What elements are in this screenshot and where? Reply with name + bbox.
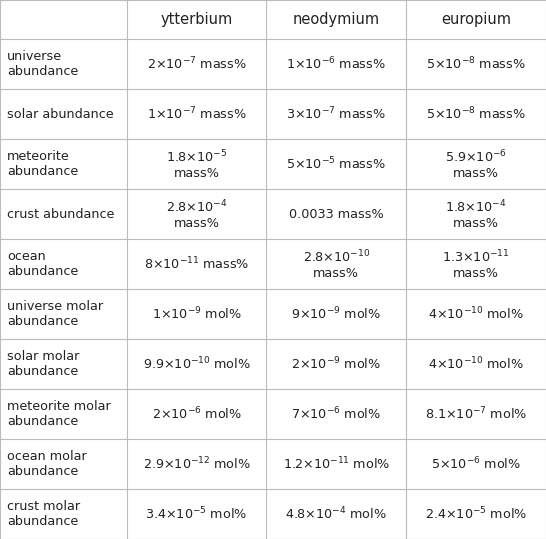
Text: 7×10$^{-6}$ mol%: 7×10$^{-6}$ mol% <box>292 406 381 423</box>
Text: 2.9×10$^{-12}$ mol%: 2.9×10$^{-12}$ mol% <box>143 456 251 472</box>
Text: 2×10$^{-7}$ mass%: 2×10$^{-7}$ mass% <box>147 56 246 73</box>
Text: 8×10$^{-11}$ mass%: 8×10$^{-11}$ mass% <box>144 256 250 273</box>
Text: 3.4×10$^{-5}$ mol%: 3.4×10$^{-5}$ mol% <box>145 506 248 522</box>
Text: ocean
abundance: ocean abundance <box>7 250 78 278</box>
Text: 5×10$^{-8}$ mass%: 5×10$^{-8}$ mass% <box>426 56 526 73</box>
Text: 5.9×10$^{-6}$
mass%: 5.9×10$^{-6}$ mass% <box>445 148 507 180</box>
Text: 1.2×10$^{-11}$ mol%: 1.2×10$^{-11}$ mol% <box>283 456 390 472</box>
Text: 1.8×10$^{-5}$
mass%: 1.8×10$^{-5}$ mass% <box>166 148 227 180</box>
Text: solar abundance: solar abundance <box>7 108 114 121</box>
Text: 4×10$^{-10}$ mol%: 4×10$^{-10}$ mol% <box>428 356 524 372</box>
Text: 2.8×10$^{-4}$
mass%: 2.8×10$^{-4}$ mass% <box>166 198 227 230</box>
Text: universe
abundance: universe abundance <box>7 50 78 78</box>
Text: 2.8×10$^{-10}$
mass%: 2.8×10$^{-10}$ mass% <box>302 248 370 280</box>
Text: ocean molar
abundance: ocean molar abundance <box>7 450 87 478</box>
Text: 0.0033 mass%: 0.0033 mass% <box>289 208 384 221</box>
Text: 1.3×10$^{-11}$
mass%: 1.3×10$^{-11}$ mass% <box>442 248 510 280</box>
Text: 2×10$^{-9}$ mol%: 2×10$^{-9}$ mol% <box>292 356 381 372</box>
Text: universe molar
abundance: universe molar abundance <box>7 300 103 328</box>
Text: ytterbium: ytterbium <box>161 12 233 27</box>
Text: 5×10$^{-5}$ mass%: 5×10$^{-5}$ mass% <box>287 156 386 172</box>
Text: 1×10$^{-9}$ mol%: 1×10$^{-9}$ mol% <box>152 306 241 322</box>
Text: 2.4×10$^{-5}$ mol%: 2.4×10$^{-5}$ mol% <box>425 506 527 522</box>
Text: 2×10$^{-6}$ mol%: 2×10$^{-6}$ mol% <box>152 406 241 423</box>
Text: crust molar
abundance: crust molar abundance <box>7 500 80 528</box>
Text: 3×10$^{-7}$ mass%: 3×10$^{-7}$ mass% <box>287 106 386 122</box>
Text: 1.8×10$^{-4}$
mass%: 1.8×10$^{-4}$ mass% <box>446 198 507 230</box>
Text: crust abundance: crust abundance <box>7 208 115 221</box>
Text: meteorite
abundance: meteorite abundance <box>7 150 78 178</box>
Text: 1×10$^{-6}$ mass%: 1×10$^{-6}$ mass% <box>287 56 386 73</box>
Text: 4.8×10$^{-4}$ mol%: 4.8×10$^{-4}$ mol% <box>286 506 387 522</box>
Text: neodymium: neodymium <box>293 12 380 27</box>
Text: europium: europium <box>441 12 511 27</box>
Text: 9.9×10$^{-10}$ mol%: 9.9×10$^{-10}$ mol% <box>143 356 251 372</box>
Text: 5×10$^{-8}$ mass%: 5×10$^{-8}$ mass% <box>426 106 526 122</box>
Text: 8.1×10$^{-7}$ mol%: 8.1×10$^{-7}$ mol% <box>425 406 527 423</box>
Text: 9×10$^{-9}$ mol%: 9×10$^{-9}$ mol% <box>292 306 381 322</box>
Text: 1×10$^{-7}$ mass%: 1×10$^{-7}$ mass% <box>147 106 246 122</box>
Text: meteorite molar
abundance: meteorite molar abundance <box>7 400 111 428</box>
Text: solar molar
abundance: solar molar abundance <box>7 350 80 378</box>
Text: 5×10$^{-6}$ mol%: 5×10$^{-6}$ mol% <box>431 456 521 472</box>
Text: 4×10$^{-10}$ mol%: 4×10$^{-10}$ mol% <box>428 306 524 322</box>
